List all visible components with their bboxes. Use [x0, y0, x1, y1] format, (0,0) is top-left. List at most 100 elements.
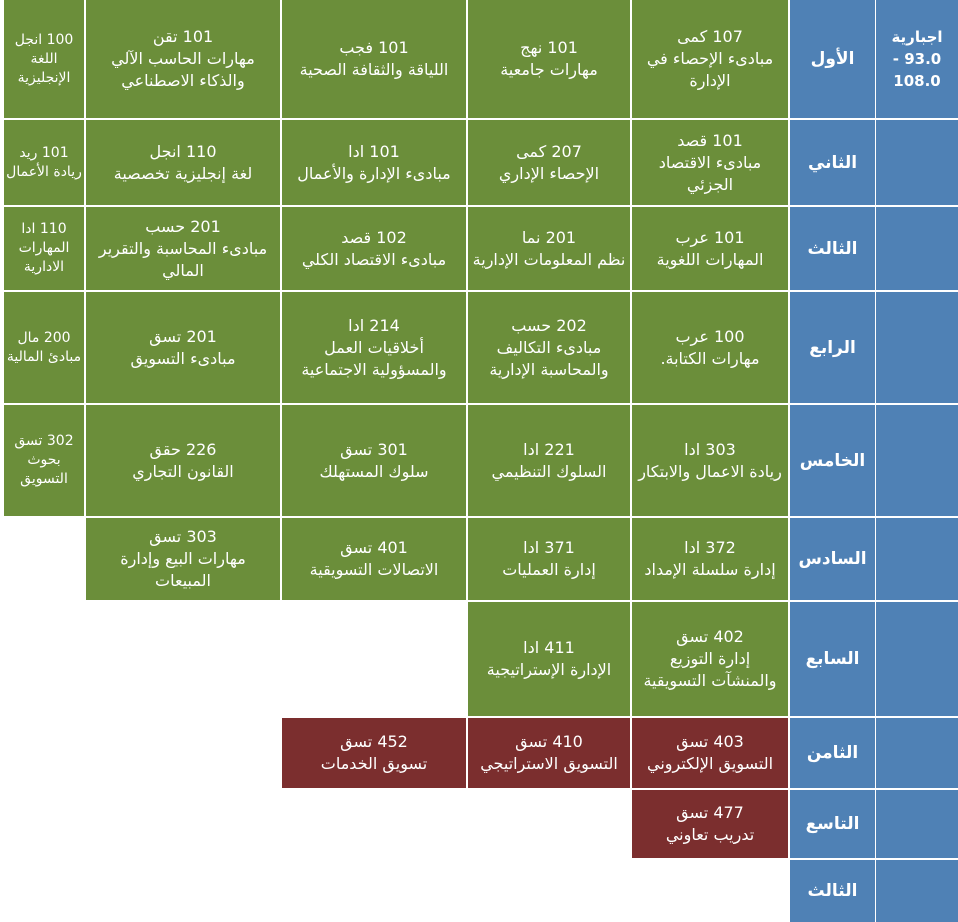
level-label: الثالث — [790, 207, 875, 290]
course-name: بحوث التسويق — [20, 452, 68, 487]
course-code: 372 ادا — [684, 538, 736, 557]
course-name: لغة إنجليزية تخصصية — [113, 163, 253, 183]
course-name: مهارات جامعية — [500, 60, 598, 79]
course-name: مبادىء الإدارة والأعمال — [297, 163, 451, 183]
course-name: سلوك المستهلك — [319, 461, 429, 481]
level-label: الأول — [790, 0, 875, 118]
course-cell: 100 عرب مهارات الكتابة. — [632, 292, 788, 403]
course-name: مهارات الكتابة. — [660, 348, 760, 368]
course-name: إدارة العمليات — [502, 560, 596, 579]
course-cell: 101 قصد مبادىء الاقتصاد الجزئي — [632, 120, 788, 205]
course-code: 411 ادا — [523, 638, 575, 657]
course-code: 110 ادا — [21, 221, 67, 237]
course-name: مبادىء الاقتصاد الجزئي — [658, 152, 762, 194]
course-name: مبادىء الاقتصاد الكلي — [301, 249, 447, 269]
course-code: 403 تسق — [676, 732, 744, 751]
course-name: تسويق الخدمات — [320, 754, 428, 773]
course-name: التسويق الإلكتروني — [646, 754, 774, 773]
course-cell: 101 عرب المهارات اللغوية — [632, 207, 788, 290]
course-cell: 110 ادا المهارات الادارية — [4, 207, 84, 290]
course-code: 107 كمى — [677, 27, 743, 46]
course-name: مبادىء التكاليف والمحاسبة الإدارية — [489, 337, 609, 379]
course-name: مبادىء الإحصاء في الإدارة — [646, 49, 774, 90]
side-cell — [876, 602, 958, 716]
level-label: الثاني — [790, 120, 875, 205]
course-cell: 303 تسق مهارات البيع وإدارة المبيعات — [86, 518, 280, 600]
course-code: 110 انجل — [149, 141, 217, 161]
course-name: التسويق الاستراتيجي — [480, 754, 618, 773]
course-code: 201 نما — [521, 227, 577, 247]
course-name: القانون التجاري — [132, 461, 234, 481]
course-name: المهارات الادارية — [18, 240, 70, 275]
course-cell: 402 تسق إدارة التوزيع والمنشآت التسويقية — [632, 602, 788, 716]
course-code: 302 تسق — [14, 433, 74, 449]
course-code: 303 تسق — [149, 527, 217, 546]
course-cell: 303 ادا ريادة الاعمال والابتكار — [632, 405, 788, 516]
course-code: 101 ادا — [348, 141, 400, 161]
course-code: 201 تسق — [149, 326, 217, 346]
course-cell: 107 كمى مبادىء الإحصاء في الإدارة — [632, 0, 788, 118]
course-name: مبادىء التسويق — [130, 348, 236, 368]
course-name: اللغة الإنجليزية — [17, 50, 71, 86]
course-code: 101 نهج — [520, 38, 578, 57]
course-code: 303 ادا — [684, 439, 736, 459]
course-name: المهارات اللغوية — [656, 249, 764, 269]
course-cell: 102 قصد مبادىء الاقتصاد الكلي — [282, 207, 466, 290]
course-code: 221 ادا — [523, 439, 575, 459]
course-cell: 302 تسق بحوث التسويق — [4, 405, 84, 516]
course-cell: 410 تسق التسويق الاستراتيجي — [468, 718, 630, 788]
course-cell: 101 تقن مهارات الحاسب الآلي والذكاء الاصط… — [86, 0, 280, 118]
course-cell: 201 نما نظم المعلومات الإدارية — [468, 207, 630, 290]
course-name: ريادة الاعمال والابتكار — [638, 461, 782, 481]
course-cell: 101 ادا مبادىء الإدارة والأعمال — [282, 120, 466, 205]
course-cell: 452 تسق تسويق الخدمات — [282, 718, 466, 788]
course-cell: 477 تسق تدريب تعاوني — [632, 790, 788, 858]
level-label: الخامس — [790, 405, 875, 516]
course-cell: 221 ادا السلوك التنظيمي — [468, 405, 630, 516]
course-code: 214 ادا — [348, 315, 400, 335]
course-name: مهارات الحاسب الآلي والذكاء الاصطناعي — [111, 49, 255, 90]
course-code: 371 ادا — [523, 538, 575, 557]
course-name: اللياقة والثقافة الصحية — [299, 60, 449, 79]
side-cell — [876, 120, 958, 205]
level-label: الثامن — [790, 718, 875, 788]
course-code: 202 حسب — [511, 315, 587, 335]
side-cell — [876, 292, 958, 403]
course-cell: 101 نهج مهارات جامعية — [468, 0, 630, 118]
course-name: نظم المعلومات الإدارية — [472, 249, 626, 269]
side-cell — [876, 518, 958, 600]
level-label: الرابع — [790, 292, 875, 403]
course-code: 452 تسق — [340, 732, 408, 751]
course-code: 402 تسق — [676, 627, 744, 646]
side-cell — [876, 860, 958, 922]
course-name: إدارة التوزيع والمنشآت التسويقية — [643, 649, 777, 690]
level-label: الثالث — [790, 860, 875, 922]
course-name: الاتصالات التسويقية — [309, 560, 439, 579]
course-code: 101 ريد — [19, 144, 69, 161]
course-cell: 110 انجل لغة إنجليزية تخصصية — [86, 120, 280, 205]
course-cell: 101 فجب اللياقة والثقافة الصحية — [282, 0, 466, 118]
course-cell: 201 تسق مبادىء التسويق — [86, 292, 280, 403]
course-cell: 207 كمى الإحصاء الإداري — [468, 120, 630, 205]
course-code: 101 قصد — [677, 130, 743, 150]
course-cell: 401 تسق الاتصالات التسويقية — [282, 518, 466, 600]
level-label: التاسع — [790, 790, 875, 858]
side-cell — [876, 207, 958, 290]
course-name: مهارات البيع وإدارة المبيعات — [120, 549, 246, 590]
course-cell: 372 ادا إدارة سلسلة الإمداد — [632, 518, 788, 600]
course-code: 410 تسق — [515, 732, 583, 751]
level-label: السابع — [790, 602, 875, 716]
course-cell: 202 حسب مبادىء التكاليف والمحاسبة الإداري… — [468, 292, 630, 403]
course-code: 477 تسق — [676, 803, 744, 822]
course-code: 200 مال — [17, 329, 71, 346]
course-name: السلوك التنظيمي — [491, 461, 607, 481]
course-cell: 201 حسب مبادىء المحاسبة والتقرير المالي — [86, 207, 280, 290]
course-name: أخلاقيات العمل والمسؤولية الاجتماعية — [301, 337, 447, 379]
course-name: إدارة سلسلة الإمداد — [644, 560, 776, 579]
course-cell: 100 انجل اللغة الإنجليزية — [4, 0, 84, 118]
course-code: 226 حقق — [149, 439, 217, 459]
side-cell — [876, 405, 958, 516]
course-cell: 411 ادا الإدارة الإستراتيجية — [468, 602, 630, 716]
course-cell: 226 حقق القانون التجاري — [86, 405, 280, 516]
